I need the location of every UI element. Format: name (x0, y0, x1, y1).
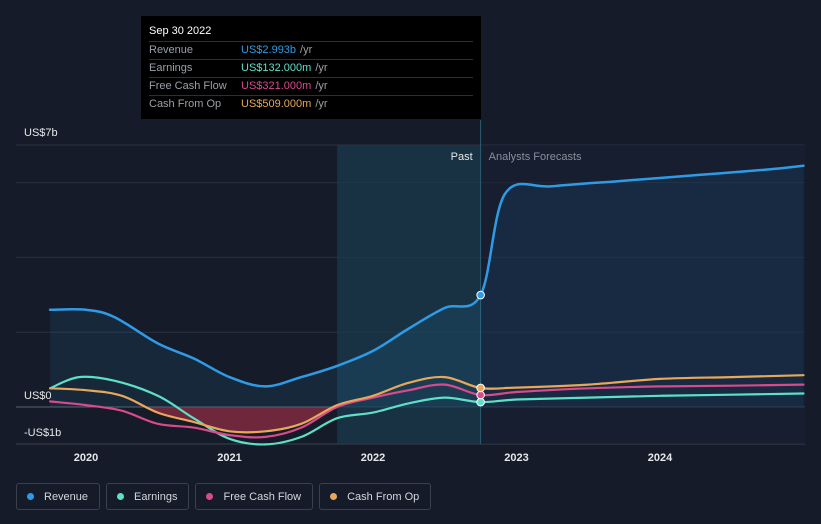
marker-earnings (476, 397, 485, 407)
legend-dot-icon (27, 493, 34, 500)
tooltip-value: US$321.000m (241, 80, 312, 92)
chart-labels: US$7b US$0 -US$1b 2020 2021 2022 2023 2024 Past A… (24, 127, 673, 464)
y-tick-label: US$7b (24, 127, 58, 139)
tooltip-label: Cash From Op (149, 98, 222, 110)
past-highlight-band (337, 145, 481, 444)
tooltip-unit: /yr (315, 80, 328, 92)
y-tick-label: -US$1b (24, 427, 61, 439)
tooltip-label: Revenue (149, 44, 194, 56)
past-label: Past (451, 151, 473, 163)
tooltip-unit: /yr (300, 44, 313, 56)
legend-dot-icon (117, 493, 125, 500)
y-tick-label: US$0 (24, 390, 52, 402)
tooltip-value: US$2.993b (241, 44, 297, 56)
legend-label: Earnings (134, 490, 178, 503)
tooltip-value: US$509.000m (241, 98, 312, 110)
legend-label: Revenue (44, 490, 89, 503)
legend-item-free-cash-flow[interactable]: Free Cash Flow (195, 483, 314, 510)
tooltip-row-revenue: Revenue US$2.993b /yr (149, 41, 473, 59)
legend-label: Free Cash Flow (223, 490, 302, 503)
x-tick-label: 2021 (217, 452, 241, 464)
chart-legend: Revenue Earnings Free Cash Flow Cash Fro… (16, 483, 432, 510)
tooltip-unit: /yr (315, 98, 328, 110)
negative-area (50, 407, 804, 433)
chart-markers (476, 290, 485, 407)
series-line-revenue (48, 164, 805, 388)
x-tick-label: 2022 (361, 452, 385, 464)
series-line-cash-from-op (49, 374, 805, 434)
marker-cash-from-op (476, 383, 485, 393)
chart-series (48, 164, 805, 446)
tooltip-row-earnings: Earnings US$132.000m /yr (149, 59, 473, 77)
tooltip-unit: /yr (315, 62, 328, 74)
series-line-free-cash-flow (49, 383, 805, 439)
legend-item-earnings[interactable]: Earnings (106, 483, 190, 510)
x-tick-label: 2020 (74, 452, 98, 464)
tooltip-row-free-cash-flow: Free Cash Flow US$321.000m /yr (149, 77, 473, 95)
series-line-earnings (49, 375, 805, 446)
marker-revenue (476, 290, 485, 300)
revenue-area (50, 165, 804, 407)
legend-label: Cash From Op (347, 490, 420, 503)
x-tick-label: 2023 (504, 452, 528, 464)
legend-item-cash-from-op[interactable]: Cash From Op (319, 483, 432, 510)
legend-dot-icon (206, 493, 214, 500)
tooltip-label: Earnings (149, 62, 193, 74)
legend-dot-icon (330, 493, 338, 500)
marker-free-cash-flow (476, 390, 485, 400)
x-tick-label: 2024 (648, 452, 673, 464)
forecast-label: Analysts Forecasts (489, 151, 582, 163)
legend-item-revenue[interactable]: Revenue (16, 483, 101, 510)
tooltip-value: US$132.000m (241, 62, 312, 74)
tooltip-row-cash-from-op: Cash From Op US$509.000m /yr (149, 95, 473, 113)
tooltip-label: Free Cash Flow (149, 80, 227, 92)
tooltip-date: Sep 30 2022 (149, 25, 212, 37)
hover-tooltip: Sep 30 2022 Revenue US$2.993b /yr Earnin… (141, 16, 481, 119)
